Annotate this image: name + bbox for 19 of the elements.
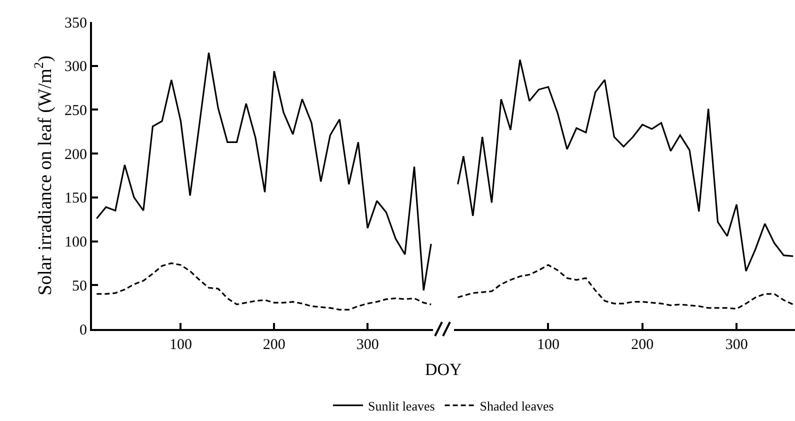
y-tick-label: 250: [64, 102, 87, 119]
x-tick-label: 200: [631, 337, 654, 353]
line-series: [96, 262, 432, 310]
line-series: [96, 52, 432, 292]
y-tick-label: 100: [64, 234, 87, 251]
legend-label: Shaded leaves: [480, 398, 554, 414]
y-tick-label: 150: [64, 190, 87, 207]
x-axis-title: DOY: [425, 360, 462, 379]
x-tick-label: 300: [356, 337, 379, 353]
x-tick-label: 100: [169, 337, 192, 353]
y-tick-label: 350: [64, 15, 87, 32]
x-tick-label: 300: [725, 337, 748, 353]
legend-label: Sunlit leaves: [368, 398, 435, 414]
y-tick-label: 50: [72, 278, 87, 294]
y-tick-label: 0: [80, 322, 87, 338]
y-tick-label: 200: [64, 146, 87, 163]
x-tick-label: 100: [536, 337, 560, 353]
y-tick-label: 300: [64, 59, 87, 76]
x-tick-label: 200: [262, 337, 286, 353]
